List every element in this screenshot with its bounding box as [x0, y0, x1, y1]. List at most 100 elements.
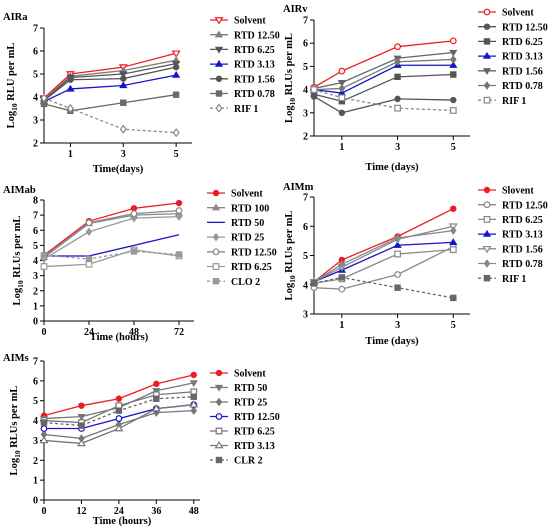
- legend-marker: [212, 263, 220, 270]
- legend-marker: [214, 17, 224, 25]
- legend-item: CLR 2: [210, 456, 263, 467]
- x-tick-label: 5: [174, 149, 179, 160]
- x-tick-label: 48: [129, 327, 139, 338]
- data-point: [114, 423, 124, 432]
- x-tick-label: 0: [42, 327, 47, 338]
- legend-label: RTD 1.56: [502, 66, 543, 77]
- legend-item: RTD 0.78: [478, 81, 543, 92]
- legend-item: RTD 12.50: [207, 247, 277, 258]
- legend-label: CLO 2: [231, 277, 260, 288]
- legend-item: RTD 12.50: [210, 412, 280, 423]
- legend-label: RTD 6.25: [502, 37, 543, 48]
- data-point: [40, 252, 48, 259]
- legend-marker: [482, 68, 492, 75]
- legend-item: RTD 6.25: [210, 45, 275, 56]
- legend-item: RTD 25: [210, 398, 267, 409]
- y-tick-label: 6: [303, 39, 308, 50]
- series-line: [43, 94, 177, 112]
- legend-marker: [212, 189, 220, 197]
- legend-label: RTD 1.56: [502, 244, 543, 255]
- legend-marker: [483, 274, 491, 282]
- data-point: [449, 107, 457, 114]
- data-point: [67, 76, 74, 83]
- y-tick-label: 6: [33, 47, 38, 58]
- chart-panel-aimm: AIMm 3 4 5 6 7 1 3 5 Time (days) Log10 RLUs per mL…: [283, 182, 548, 347]
- x-tick-label: 1: [339, 142, 344, 153]
- data-point: [337, 80, 346, 87]
- data-point: [175, 251, 183, 258]
- data-point: [450, 294, 457, 302]
- legend-label: RTD 6.25: [234, 427, 275, 438]
- x-axis-label: Time (days): [365, 336, 419, 347]
- legend-item: RTD 6.25: [478, 215, 543, 226]
- data-point: [189, 400, 199, 408]
- data-point: [394, 284, 401, 291]
- legend-marker: [482, 245, 492, 254]
- data-point: [175, 199, 183, 207]
- legend-marker: [483, 38, 491, 45]
- data-point: [76, 438, 86, 447]
- series-line: [44, 234, 180, 257]
- legend-label: RTD 6.25: [231, 262, 272, 273]
- data-point: [119, 124, 127, 134]
- data-point: [175, 212, 183, 221]
- data-point: [115, 395, 123, 402]
- series-line: [313, 246, 454, 290]
- data-point: [77, 413, 86, 421]
- panel-title: AIMm: [283, 182, 314, 193]
- y-tick-label: 4: [33, 256, 38, 267]
- legend-item: RTD 3.13: [478, 52, 543, 63]
- series-line: [313, 40, 454, 88]
- series-line: [43, 215, 180, 260]
- y-tick-label: 0: [33, 317, 38, 328]
- y-tick-label: 5: [33, 396, 38, 407]
- legend-item: RTD 12.50: [478, 200, 548, 211]
- data-point: [338, 67, 346, 75]
- panel-title: AIRv: [283, 4, 308, 15]
- legend-label: RTD 1.56: [234, 74, 275, 85]
- legend-item: RTD 100: [207, 203, 269, 214]
- data-point: [85, 255, 93, 263]
- data-point: [394, 95, 401, 103]
- y-tick-label: 3: [33, 271, 38, 282]
- data-point: [338, 260, 346, 269]
- legend-marker: [214, 30, 224, 38]
- series-line: [313, 241, 454, 283]
- data-point: [78, 402, 85, 409]
- y-tick-label: 3: [303, 108, 308, 119]
- y-tick-label: 8: [33, 196, 38, 207]
- data-point: [190, 393, 197, 400]
- data-point: [338, 84, 346, 93]
- x-tick-label: 3: [395, 142, 400, 153]
- x-axis-label: Time (days): [365, 162, 419, 173]
- data-point: [394, 104, 401, 112]
- x-tick-label: 12: [76, 506, 86, 517]
- series-line: [313, 208, 454, 283]
- legend-label: RTD 12.50: [234, 30, 280, 41]
- series-clr-2: [40, 393, 197, 429]
- y-tick-label: 7: [303, 193, 308, 204]
- x-tick-label: 3: [395, 320, 400, 331]
- y-tick-label: 7: [33, 211, 38, 222]
- y-tick-label: 6: [303, 222, 308, 233]
- data-point: [394, 233, 401, 243]
- data-point: [40, 263, 48, 270]
- legend-item: RTD 50: [210, 383, 267, 394]
- legend-marker: [483, 8, 491, 16]
- series-line: [43, 52, 177, 99]
- series-clo-2: [40, 248, 183, 263]
- y-tick-label: 4: [303, 85, 308, 96]
- legend-item: Solvent: [478, 8, 534, 19]
- legend-item: RTD 3.13: [210, 440, 275, 452]
- legend-marker: [215, 427, 223, 435]
- legend-item: RIF 1: [478, 274, 526, 285]
- series-line: [313, 88, 454, 112]
- legend-marker: [211, 203, 221, 211]
- x-tick-label: 5: [451, 142, 456, 153]
- series-slovent: [310, 205, 457, 286]
- legend-item: RTD 0.78: [478, 259, 543, 270]
- y-tick-label: 4: [303, 280, 308, 291]
- data-point: [449, 226, 457, 235]
- data-point: [85, 260, 93, 268]
- legend-label: RTD 12.50: [502, 200, 548, 211]
